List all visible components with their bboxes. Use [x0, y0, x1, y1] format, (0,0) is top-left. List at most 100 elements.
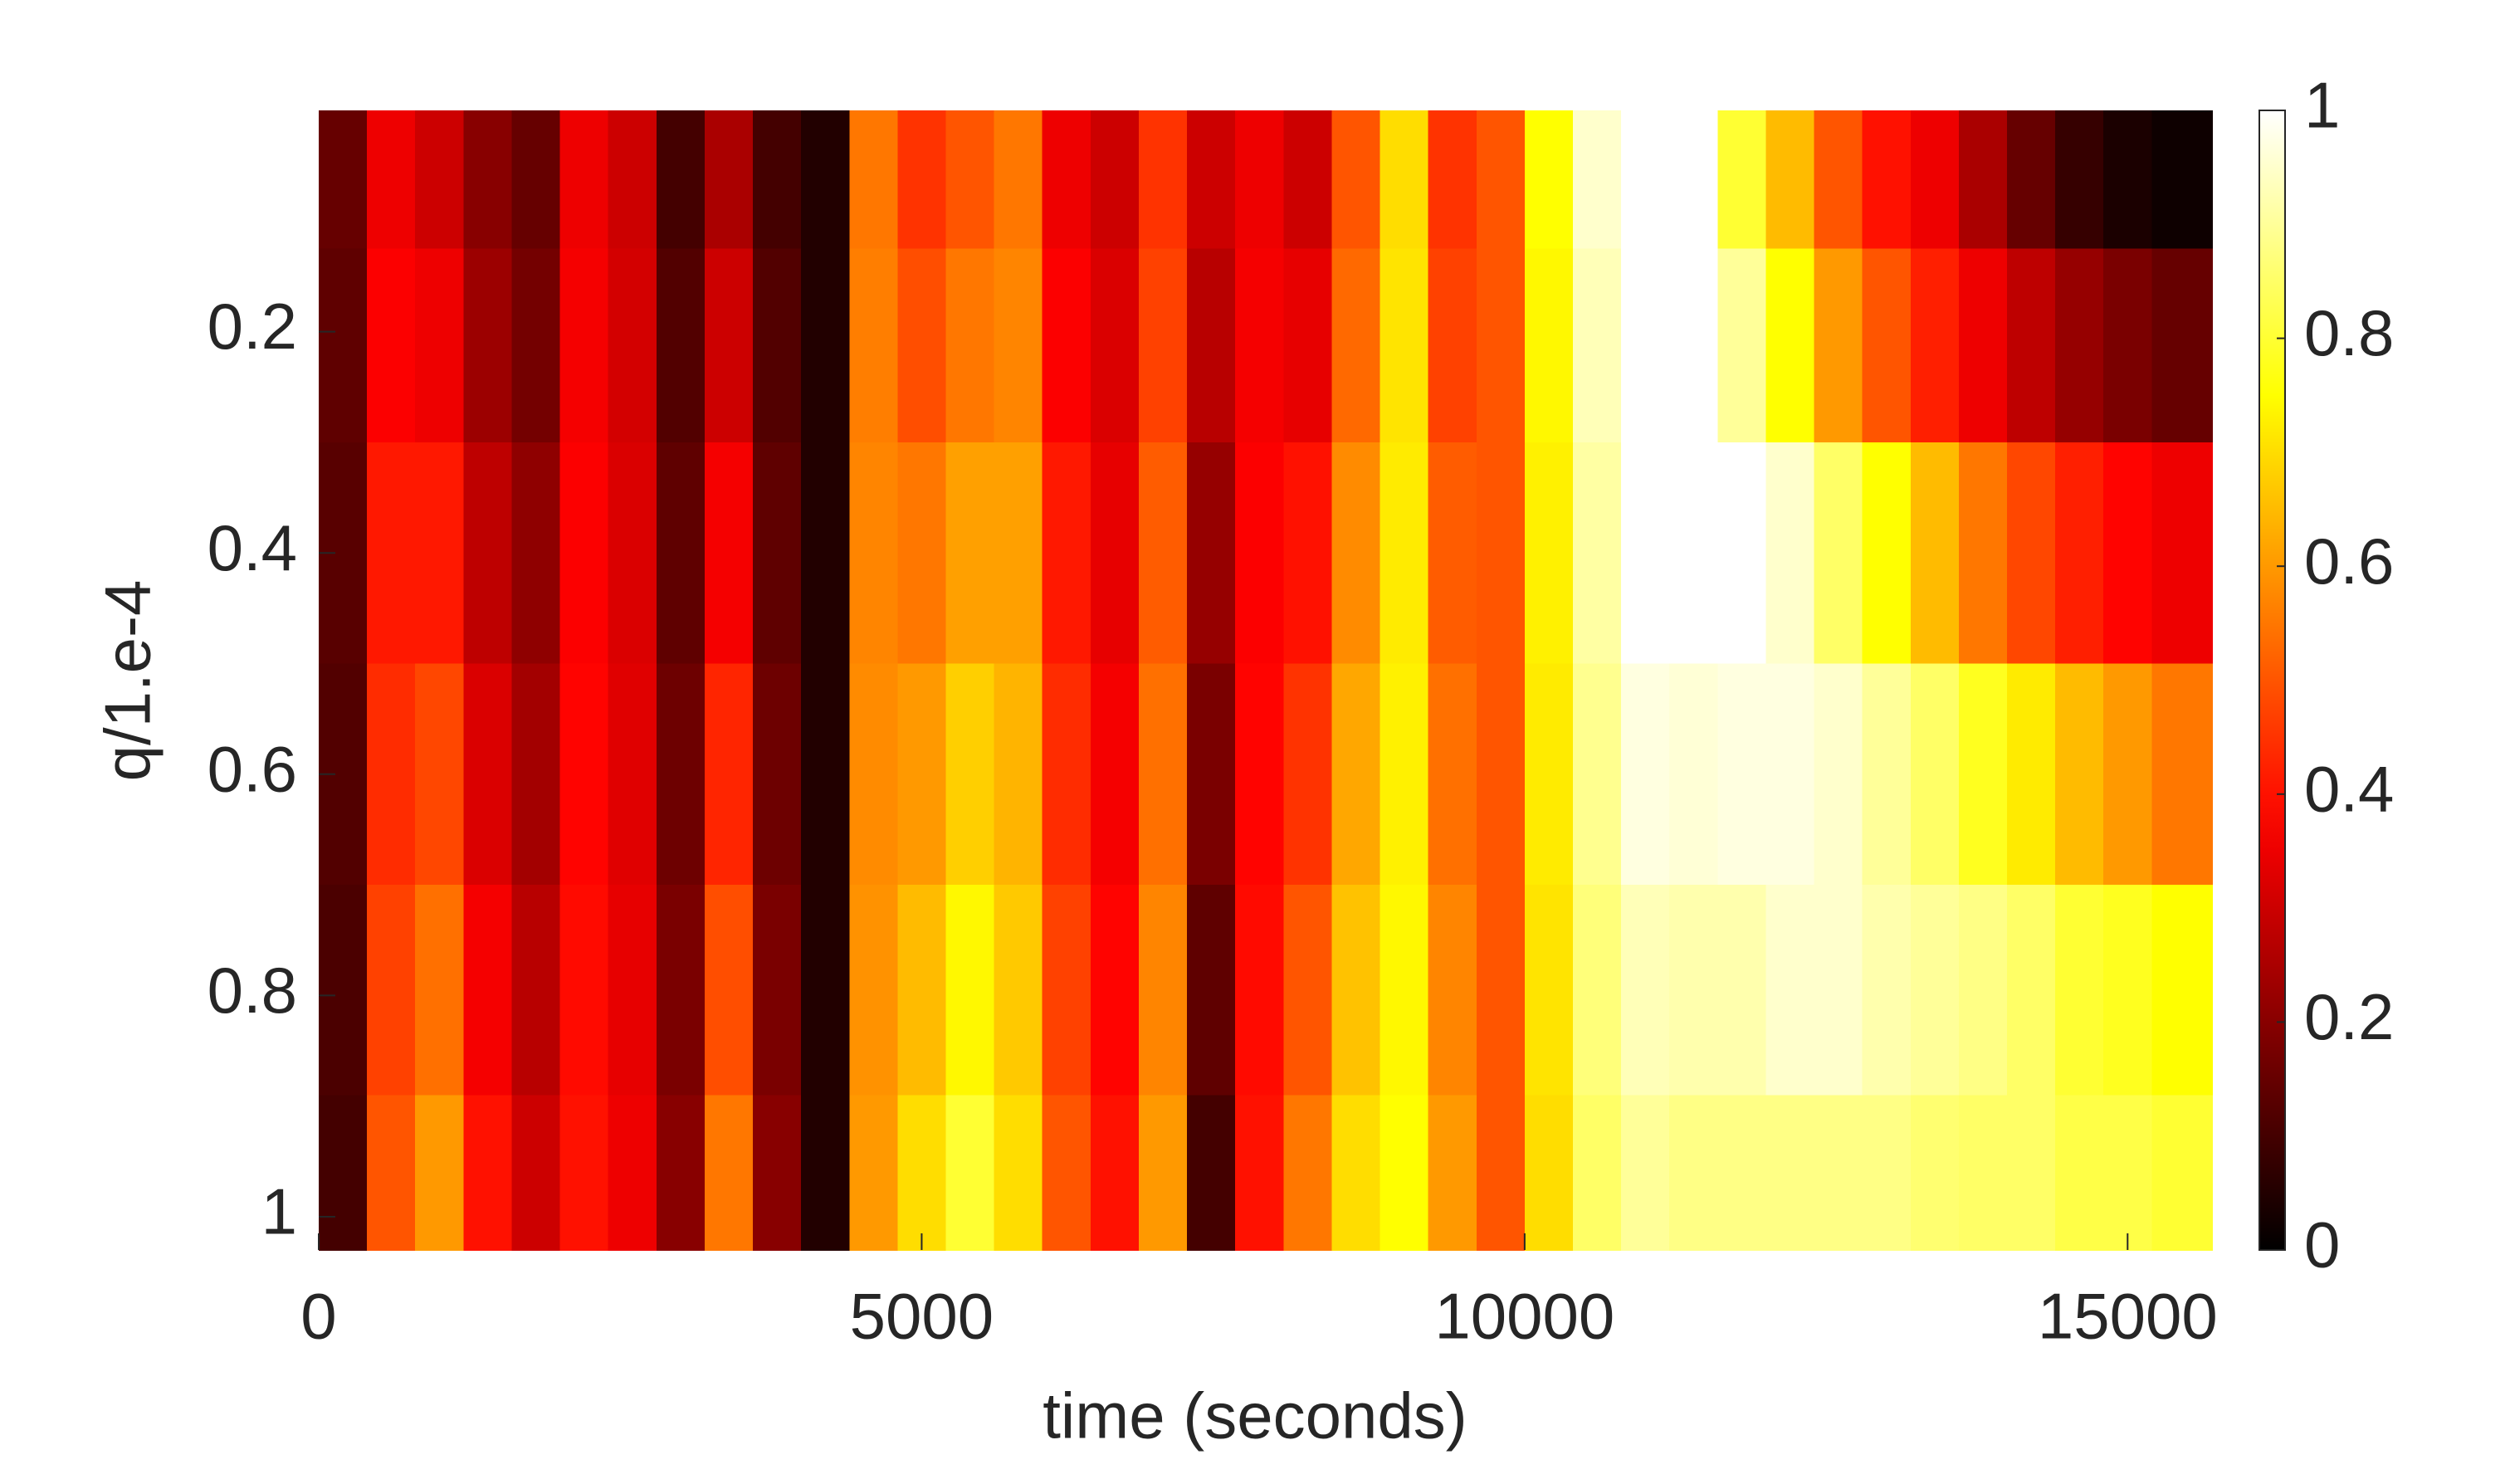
heatmap-cell — [1042, 885, 1091, 1096]
heatmap-cell — [1476, 1095, 1526, 1251]
heatmap-cell — [994, 248, 1043, 443]
heatmap-cell — [1814, 1095, 1863, 1251]
heatmap-cell — [2151, 663, 2213, 886]
heatmap-cell — [1138, 248, 1188, 443]
heatmap-cell — [1331, 248, 1381, 443]
heatmap-cell — [559, 442, 609, 665]
heatmap-cell — [1428, 1095, 1477, 1251]
heatmap-cell — [849, 663, 899, 886]
heatmap-cell — [1138, 663, 1188, 886]
heatmap-cell — [1572, 663, 1622, 886]
heatmap-cell — [1090, 885, 1140, 1096]
heatmap-cell — [559, 110, 609, 250]
heatmap-cell — [1476, 442, 1526, 665]
heatmap-cell — [367, 1095, 417, 1251]
heatmap-cell — [1862, 442, 1912, 665]
heatmap-cell — [897, 110, 947, 250]
heatmap-cell — [2103, 110, 2153, 250]
heatmap-cell — [1958, 885, 2008, 1096]
heatmap-cell — [2055, 663, 2105, 886]
heatmap-cell — [1814, 110, 1863, 250]
heatmap-cell — [945, 1095, 995, 1251]
heatmap-cell — [849, 885, 899, 1096]
heatmap-cell — [704, 1095, 754, 1251]
heatmap-cell — [1235, 885, 1285, 1096]
heatmap-cell — [2103, 663, 2153, 886]
heatmap-cell — [511, 442, 561, 665]
heatmap-cell — [897, 1095, 947, 1251]
heatmap-cell — [753, 110, 802, 250]
heatmap-cell — [2055, 442, 2105, 665]
heatmap-cell — [704, 248, 754, 443]
heatmap-cell — [1765, 442, 1815, 665]
heatmap-cell — [656, 248, 706, 443]
heatmap-cell — [1331, 885, 1381, 1096]
heatmap-cell — [608, 663, 657, 886]
heatmap-cell — [1717, 663, 1767, 886]
heatmap-cell — [1621, 442, 1671, 665]
heatmap-cell — [801, 110, 851, 250]
heatmap-cell — [1621, 885, 1671, 1096]
heatmap-cell — [1958, 110, 2008, 250]
heatmap-cell — [1717, 885, 1767, 1096]
heatmap-cell — [1910, 442, 1960, 665]
heatmap-cell — [1283, 663, 1333, 886]
heatmap-cell — [1862, 110, 1912, 250]
heatmap-cell — [511, 885, 561, 1096]
heatmap-cell — [2103, 248, 2153, 443]
heatmap-cell — [994, 110, 1043, 250]
heatmap-cell — [2007, 1095, 2056, 1251]
heatmap-cell — [1476, 110, 1526, 250]
heatmap-cell — [1958, 1095, 2008, 1251]
heatmap-cell — [704, 663, 754, 886]
colorbar-tick-label: 0.2 — [2304, 980, 2394, 1053]
heatmap-cell — [463, 1095, 513, 1251]
heatmap-cell — [1862, 663, 1912, 886]
heatmap-cell — [1331, 110, 1381, 250]
x-tick-label: 5000 — [850, 1280, 994, 1353]
heatmap-cell — [753, 442, 802, 665]
heatmap-cell — [1283, 1095, 1333, 1251]
heatmap-cell — [753, 663, 802, 886]
heatmap-cell — [367, 663, 417, 886]
heatmap-cell — [801, 1095, 851, 1251]
heatmap-cell — [1042, 663, 1091, 886]
heatmap-cell — [511, 248, 561, 443]
heatmap-cell — [945, 110, 995, 250]
heatmap-cell — [608, 442, 657, 665]
heatmap-cell — [367, 442, 417, 665]
colorbar-tick-label: 0.8 — [2304, 296, 2394, 369]
heatmap-cell — [1669, 1095, 1719, 1251]
heatmap-cell — [1765, 110, 1815, 250]
heatmap-cell — [849, 248, 899, 443]
heatmap-cell — [1331, 663, 1381, 886]
heatmap-cell — [1187, 110, 1236, 250]
heatmap-cell — [1621, 663, 1671, 886]
heatmap-cell — [2103, 1095, 2153, 1251]
y-axis-label: q/1.e-4 — [91, 580, 164, 782]
heatmap-cell — [1958, 442, 2008, 665]
heatmap-cell — [2055, 110, 2105, 250]
heatmap-cell — [704, 442, 754, 665]
colorbar-tick-label: 0.6 — [2304, 525, 2394, 598]
heatmap-cell — [1283, 248, 1333, 443]
heatmap-cell — [801, 442, 851, 665]
heatmap-cell — [608, 110, 657, 250]
heatmap-cell — [849, 442, 899, 665]
heatmap-cell — [1235, 1095, 1285, 1251]
heatmap-cell — [897, 442, 947, 665]
heatmap-cell — [994, 1095, 1043, 1251]
heatmap-cell — [1669, 248, 1719, 443]
heatmap-cell — [1814, 663, 1863, 886]
heatmap-cell — [1958, 663, 2008, 886]
heatmap-cell — [1717, 1095, 1767, 1251]
heatmap-cell — [1765, 885, 1815, 1096]
heatmap-cell — [1187, 885, 1236, 1096]
heatmap-cell — [319, 1095, 368, 1251]
y-tick-label: 0.8 — [208, 954, 297, 1027]
heatmap-cell — [1235, 248, 1285, 443]
heatmap-cell — [1862, 885, 1912, 1096]
heatmap-cell — [608, 1095, 657, 1251]
